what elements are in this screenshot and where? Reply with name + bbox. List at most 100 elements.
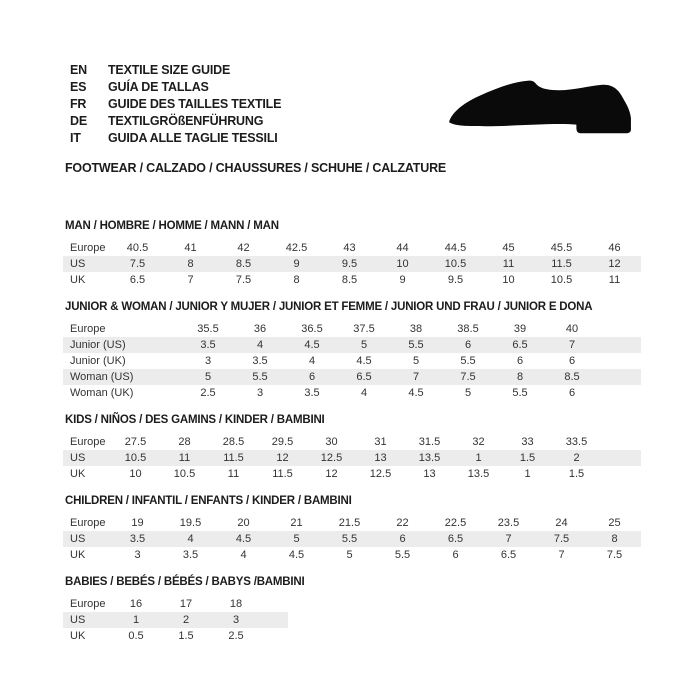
size-value: 27.5 bbox=[111, 434, 160, 450]
size-value: 19.5 bbox=[164, 515, 217, 531]
size-value: 9 bbox=[270, 256, 323, 272]
size-value: 4 bbox=[234, 337, 286, 353]
table-row: Woman (UK) 2.5 3 3.5 4 4.5 5 5.5 6 bbox=[63, 385, 641, 401]
size-value: 7.5 bbox=[111, 256, 164, 272]
size-value: 3 bbox=[182, 353, 234, 369]
size-value: 23.5 bbox=[482, 515, 535, 531]
size-value: 13 bbox=[405, 466, 454, 482]
size-value: 16 bbox=[111, 596, 161, 612]
table-row: UK 6.5 7 7.5 8 8.5 9 9.5 10 10.5 11 bbox=[63, 272, 641, 288]
table-row: Europe 40.5 41 42 42.5 43 44 44.5 45 45.5 46 bbox=[63, 240, 641, 256]
footwear-category-line: FOOTWEAR / CALZADO / CHAUSSURES / SCHUHE… bbox=[65, 161, 447, 175]
row-filler bbox=[598, 321, 641, 337]
row-filler bbox=[598, 385, 641, 401]
size-value: 5 bbox=[182, 369, 234, 385]
size-value: 7.5 bbox=[588, 547, 641, 563]
size-value: 10.5 bbox=[429, 256, 482, 272]
size-value: 12 bbox=[307, 466, 356, 482]
size-value: 6 bbox=[546, 353, 598, 369]
size-value: 36.5 bbox=[286, 321, 338, 337]
table-row: Junior (US) 3.5 4 4.5 5 5.5 6 6.5 7 bbox=[63, 337, 641, 353]
size-value: 11 bbox=[160, 450, 209, 466]
size-value: 31.5 bbox=[405, 434, 454, 450]
row-label: Europe bbox=[63, 515, 111, 531]
size-value: 1.5 bbox=[503, 450, 552, 466]
language-label: TEXTILE SIZE GUIDE bbox=[108, 63, 231, 77]
size-value: 6.5 bbox=[111, 272, 164, 288]
table-row: Europe 35.5 36 36.5 37.5 38 38.5 39 40 bbox=[63, 321, 641, 337]
size-value: 35.5 bbox=[182, 321, 234, 337]
size-value: 5 bbox=[390, 353, 442, 369]
size-value: 33.5 bbox=[552, 434, 601, 450]
row-filler bbox=[261, 612, 288, 628]
size-value: 12.5 bbox=[307, 450, 356, 466]
size-value: 10.5 bbox=[111, 450, 160, 466]
size-value: 12 bbox=[258, 450, 307, 466]
table-title: BABIES / BEBÉS / BÉBÉS / BABYS /BAMBINI bbox=[65, 576, 305, 588]
size-value: 11.5 bbox=[258, 466, 307, 482]
row-label: Europe bbox=[63, 240, 111, 256]
size-value: 4 bbox=[164, 531, 217, 547]
table-row: US 1 2 3 bbox=[63, 612, 288, 628]
size-value: 5 bbox=[442, 385, 494, 401]
size-value: 8 bbox=[270, 272, 323, 288]
size-value: 8.5 bbox=[546, 369, 598, 385]
size-value: 4.5 bbox=[217, 531, 270, 547]
size-value: 4 bbox=[217, 547, 270, 563]
size-tables: MAN / HOMBRE / HOMME / MANN / MAN Europe… bbox=[63, 220, 641, 657]
size-value: 7 bbox=[535, 547, 588, 563]
size-value: 11 bbox=[588, 272, 641, 288]
row-filler bbox=[598, 337, 641, 353]
size-value: 6.5 bbox=[429, 531, 482, 547]
language-title-block: EN TEXTILE SIZE GUIDE ES GUÍA DE TALLAS FR… bbox=[70, 62, 281, 147]
size-value: 6.5 bbox=[482, 547, 535, 563]
size-value: 44 bbox=[376, 240, 429, 256]
size-value: 7.5 bbox=[535, 531, 588, 547]
size-value: 22 bbox=[376, 515, 429, 531]
size-value: 4 bbox=[338, 385, 390, 401]
size-value: 5.5 bbox=[390, 337, 442, 353]
row-label: Junior (UK) bbox=[63, 353, 182, 369]
table-row: UK 0.5 1.5 2.5 bbox=[63, 628, 288, 644]
language-label: GUIDA ALLE TAGLIE TESSILI bbox=[108, 131, 278, 145]
table-row: US 10.5 11 11.5 12 12.5 13 13.5 1 1.5 2 bbox=[63, 450, 641, 466]
size-value: 1.5 bbox=[161, 628, 211, 644]
size-value: 6 bbox=[546, 385, 598, 401]
row-label: UK bbox=[63, 547, 111, 563]
size-value: 4.5 bbox=[270, 547, 323, 563]
size-value: 2.5 bbox=[182, 385, 234, 401]
language-code: DE bbox=[70, 114, 87, 128]
size-value: 9 bbox=[376, 272, 429, 288]
size-value: 8 bbox=[588, 531, 641, 547]
size-table: Europe 27.5 28 28.5 29.5 30 31 31.5 32 33 33.5 US 10… bbox=[63, 434, 641, 482]
dress-shoe-icon bbox=[445, 72, 637, 144]
size-value: 1.5 bbox=[552, 466, 601, 482]
size-value: 7 bbox=[546, 337, 598, 353]
size-table: Europe 40.5 41 42 42.5 43 44 44.5 45 45.5 46 US 7.5 8… bbox=[63, 240, 641, 288]
size-value: 5.5 bbox=[234, 369, 286, 385]
size-value: 5.5 bbox=[323, 531, 376, 547]
row-label: Europe bbox=[63, 321, 182, 337]
table-row: UK 10 10.5 11 11.5 12 12.5 13 13.5 1 1.5 bbox=[63, 466, 641, 482]
size-table: Europe 19 19.5 20 21 21.5 22 22.5 23.5 24 25 US 3.5 4… bbox=[63, 515, 641, 563]
size-value: 3 bbox=[211, 612, 261, 628]
size-value: 7 bbox=[390, 369, 442, 385]
row-filler bbox=[601, 466, 641, 482]
size-value: 36 bbox=[234, 321, 286, 337]
size-value: 6 bbox=[494, 353, 546, 369]
size-value: 31 bbox=[356, 434, 405, 450]
size-value: 19 bbox=[111, 515, 164, 531]
size-value: 10.5 bbox=[535, 272, 588, 288]
size-value: 3.5 bbox=[234, 353, 286, 369]
size-value: 38 bbox=[390, 321, 442, 337]
size-value: 10 bbox=[111, 466, 160, 482]
size-value: 44.5 bbox=[429, 240, 482, 256]
row-label: Europe bbox=[63, 434, 111, 450]
row-filler bbox=[261, 596, 288, 612]
size-value: 13.5 bbox=[454, 466, 503, 482]
size-value: 3 bbox=[111, 547, 164, 563]
size-value: 41 bbox=[164, 240, 217, 256]
size-value: 4.5 bbox=[286, 337, 338, 353]
row-label: UK bbox=[63, 628, 111, 644]
size-value: 9.5 bbox=[323, 256, 376, 272]
